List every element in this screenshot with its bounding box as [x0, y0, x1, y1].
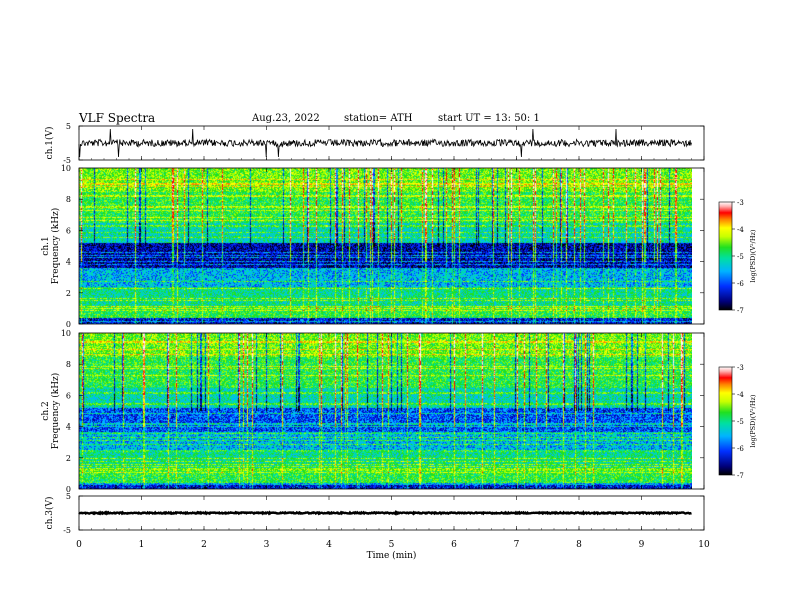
y-tick-label: -5: [63, 156, 71, 165]
waveform-ch3: [78, 509, 692, 517]
y-tick-label: 4: [66, 423, 71, 432]
y-axis-label-frequency: Frequency (kHz): [50, 208, 61, 285]
date-label: Aug.23, 2022: [252, 113, 320, 124]
figure-title: VLF Spectra: [79, 111, 156, 125]
x-tick-label: 1: [139, 540, 145, 550]
colorbar-tick-label: -4: [737, 391, 744, 399]
colorbar-label: log(PSD)(V²/Hz): [749, 394, 757, 447]
waveform-ch1: [78, 128, 692, 158]
x-tick-label: 2: [201, 540, 207, 550]
x-tick-label: 8: [576, 540, 582, 550]
y-axis-label-channel: ch.1: [41, 236, 51, 255]
y-tick-label: 0: [66, 320, 71, 329]
colorbar-tick-label: -4: [737, 226, 744, 234]
y-axis-label-channel: ch.2: [41, 401, 51, 420]
colorbar-label: log(PSD)(V²/Hz): [749, 229, 757, 282]
y-tick-label: 5: [66, 492, 71, 501]
x-tick-label: 3: [264, 540, 270, 550]
colorbar-tick-label: -6: [737, 280, 744, 288]
y-tick-label: 10: [61, 329, 71, 338]
y-axis-label: ch.3(V): [44, 497, 55, 530]
y-tick-label: 2: [66, 289, 71, 298]
colorbar-tick-label: -6: [737, 445, 744, 453]
y-tick-label: 0: [66, 485, 71, 494]
colorbar: [718, 366, 733, 476]
x-tick-label: 6: [451, 540, 457, 550]
colorbar-tick-label: -7: [737, 307, 744, 315]
y-tick-label: -5: [63, 526, 71, 535]
colorbar-tick-label: -7: [737, 472, 744, 480]
y-tick-label: 6: [66, 226, 71, 235]
x-tick-label: 0: [76, 540, 82, 550]
start-time-label: start UT = 13: 50: 1: [438, 113, 540, 124]
y-axis-label: ch.1(V): [44, 127, 55, 160]
colorbar-tick-label: -5: [737, 253, 744, 261]
x-tick-label: 9: [639, 540, 645, 550]
y-tick-label: 10: [61, 164, 71, 173]
y-tick-label: 8: [66, 195, 71, 204]
colorbar: [718, 201, 733, 311]
x-tick-label: 10: [698, 540, 710, 550]
spectrogram-image-ch1: [79, 168, 692, 324]
colorbar-tick-label: -5: [737, 418, 744, 426]
y-axis-label-frequency: Frequency (kHz): [50, 373, 61, 450]
y-tick-label: 6: [66, 391, 71, 400]
colorbar-tick-label: -3: [737, 199, 744, 207]
x-tick-label: 5: [389, 540, 395, 550]
x-tick-label: 4: [326, 540, 332, 550]
y-tick-label: 5: [66, 122, 71, 131]
x-axis-label: Time (min): [367, 550, 417, 561]
colorbar-tick-label: -3: [737, 364, 744, 372]
spectrogram-image-ch2: [79, 333, 692, 489]
y-tick-label: 4: [66, 258, 71, 267]
y-tick-label: 8: [66, 360, 71, 369]
x-tick-label: 7: [514, 540, 520, 550]
station-label: station= ATH: [344, 113, 413, 124]
y-tick-label: 2: [66, 454, 71, 463]
